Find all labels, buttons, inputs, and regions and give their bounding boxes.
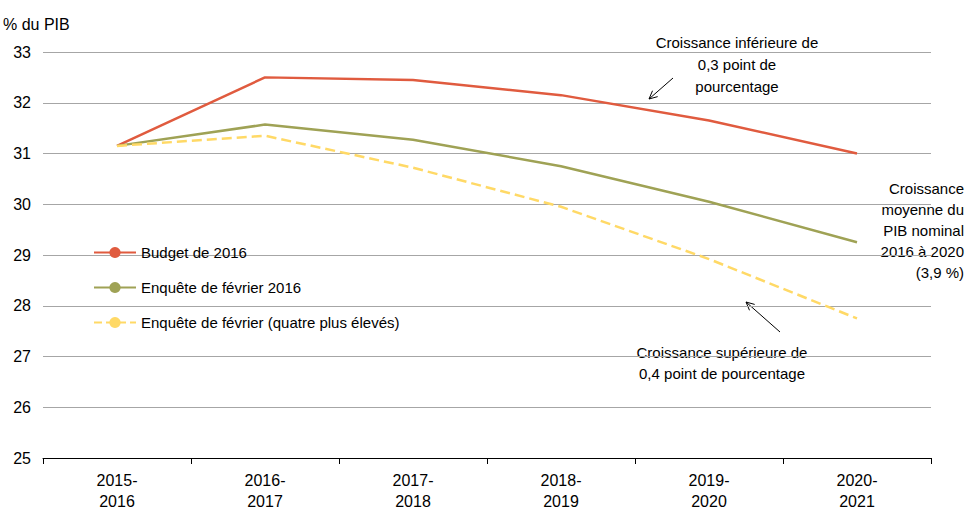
svg-text:Budget de 2016: Budget de 2016	[141, 244, 247, 261]
svg-text:29: 29	[13, 247, 31, 264]
svg-text:2019-: 2019-	[689, 472, 730, 489]
svg-text:2016: 2016	[99, 493, 135, 510]
svg-text:2016 à 2020: 2016 à 2020	[881, 243, 964, 260]
svg-text:2016-: 2016-	[245, 472, 286, 489]
svg-text:2020-: 2020-	[837, 472, 878, 489]
svg-text:2017-: 2017-	[393, 472, 434, 489]
svg-text:2018: 2018	[395, 493, 431, 510]
svg-text:Enquête de février 2016: Enquête de février 2016	[141, 279, 301, 296]
svg-text:30: 30	[13, 196, 31, 213]
svg-text:0,4 point de pourcentage: 0,4 point de pourcentage	[639, 365, 805, 382]
svg-text:25: 25	[13, 450, 31, 467]
svg-text:(3,9 %): (3,9 %)	[916, 264, 964, 281]
svg-text:Croissance: Croissance	[889, 180, 964, 197]
svg-text:33: 33	[13, 44, 31, 61]
svg-text:27: 27	[13, 348, 31, 365]
svg-text:0,3 point de: 0,3 point de	[698, 56, 776, 73]
svg-text:31: 31	[13, 145, 31, 162]
svg-text:% du PIB: % du PIB	[3, 16, 70, 33]
svg-text:28: 28	[13, 297, 31, 314]
svg-text:Croissance inférieure de: Croissance inférieure de	[656, 34, 819, 51]
svg-text:2015-: 2015-	[97, 472, 138, 489]
svg-text:2018-: 2018-	[541, 472, 582, 489]
svg-text:2019: 2019	[543, 493, 579, 510]
svg-text:2017: 2017	[247, 493, 283, 510]
svg-text:2021: 2021	[839, 493, 875, 510]
svg-text:26: 26	[13, 399, 31, 416]
svg-text:moyenne du: moyenne du	[881, 201, 964, 218]
svg-text:Croissance supérieure de: Croissance supérieure de	[637, 344, 808, 361]
svg-text:PIB nominal: PIB nominal	[883, 222, 964, 239]
svg-text:32: 32	[13, 94, 31, 111]
svg-text:Enquête de février (quatre plu: Enquête de février (quatre plus élevés)	[141, 314, 399, 331]
svg-text:2020: 2020	[691, 493, 727, 510]
svg-text:pourcentage: pourcentage	[695, 78, 778, 95]
